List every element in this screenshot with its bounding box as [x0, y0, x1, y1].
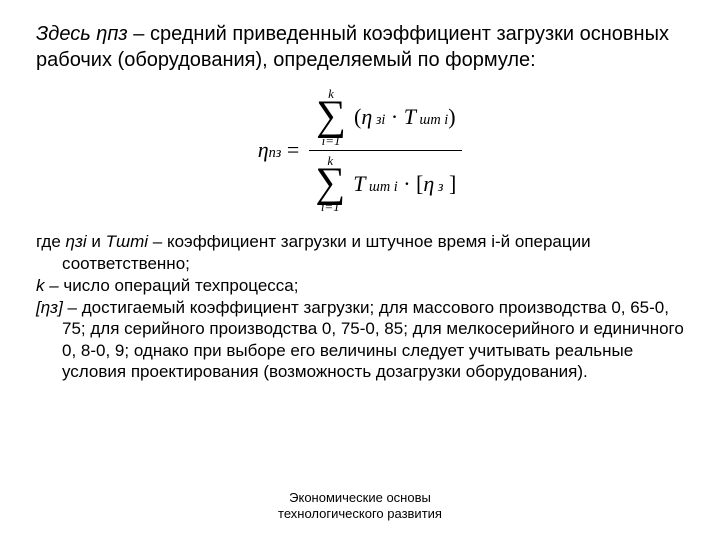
- definitions: где ηзi и Tштi – коэффициент загрузки и …: [36, 231, 684, 383]
- slide-page: Здесь ηпз – средний приведенный коэффици…: [0, 0, 720, 540]
- def1-d: Tштi: [106, 232, 148, 251]
- sigma-symbol: ∑: [316, 100, 346, 134]
- def3-a: [ηз]: [36, 298, 63, 317]
- footer-line-2: технологического развития: [278, 506, 442, 521]
- fraction-bar: [309, 150, 462, 151]
- numerator: k ∑ i=1 (η зi · T шт i): [310, 87, 461, 147]
- def1-b: ηзi: [66, 232, 87, 251]
- footer: Экономические основы технологического ра…: [36, 490, 684, 531]
- intro-rest: – средний приведенный коэффициент загруз…: [36, 23, 669, 71]
- def1-a: где: [36, 232, 66, 251]
- sigma-bottom-bot-limit: i=1: [321, 200, 340, 213]
- numerator-term: (η зi · T шт i): [346, 104, 456, 130]
- formula-block: ηпз = k ∑ i=1 (η зi · T шт i) k ∑: [36, 87, 684, 213]
- intro-lead: Здесь ηпз: [36, 23, 128, 45]
- sigma-bot-limit: i=1: [322, 134, 341, 147]
- equals: =: [281, 137, 299, 162]
- denominator-term: T шт i · [η з ]: [345, 171, 456, 197]
- def1-c: и: [87, 232, 106, 251]
- sigma-bottom-symbol: ∑: [315, 167, 345, 201]
- intro-paragraph: Здесь ηпз – средний приведенный коэффици…: [36, 22, 684, 73]
- def-line-3: [ηз] – достигаемый коэффициент загрузки;…: [36, 297, 684, 382]
- def3-b: – достигаемый коэффициент загрузки; для …: [62, 298, 684, 381]
- sigma-top: k ∑ i=1: [316, 87, 346, 147]
- def-line-1: где ηзi и Tштi – коэффициент загрузки и …: [36, 231, 684, 274]
- sigma-bottom: k ∑ i=1: [315, 154, 345, 214]
- def-line-2: k – число операций техпроцесса;: [36, 275, 684, 296]
- formula-fraction: k ∑ i=1 (η зi · T шт i) k ∑ i=1 T шт i ·…: [309, 87, 462, 213]
- formula-lhs: ηпз =: [258, 137, 310, 163]
- footer-line-1: Экономические основы: [289, 490, 431, 505]
- def2-a: k: [36, 276, 45, 295]
- def2-b: – число операций техпроцесса;: [45, 276, 299, 295]
- formula: ηпз = k ∑ i=1 (η зi · T шт i) k ∑: [258, 87, 463, 213]
- lhs-sym: η: [258, 137, 269, 162]
- denominator: k ∑ i=1 T шт i · [η з ]: [309, 154, 462, 214]
- lhs-sub: пз: [269, 145, 282, 161]
